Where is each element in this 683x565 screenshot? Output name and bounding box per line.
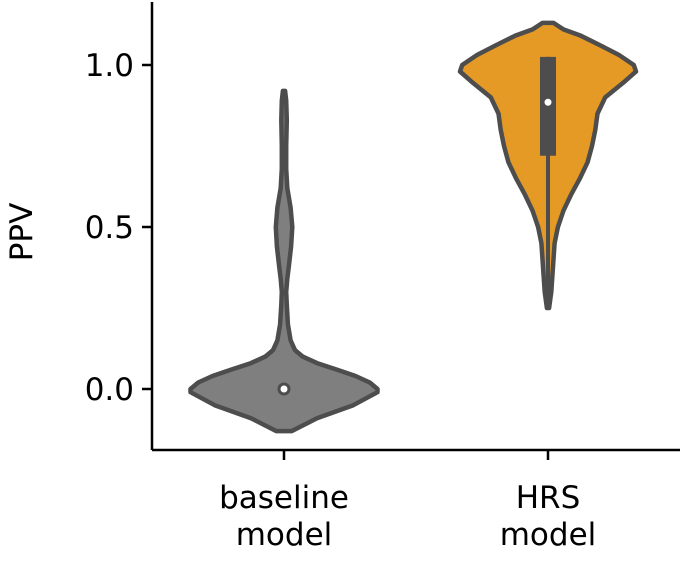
x-tick-label: model xyxy=(236,517,333,553)
violin-median-point xyxy=(541,95,555,109)
violin-median-point xyxy=(277,382,291,396)
x-tick-label: HRS xyxy=(516,480,581,516)
y-tick-label: 0.5 xyxy=(85,210,134,246)
y-ticks: 0.0 0.5 1.0 xyxy=(85,48,152,408)
violins-layer xyxy=(188,20,639,434)
x-tick-label: baseline xyxy=(219,480,349,516)
violin-0 xyxy=(188,88,380,434)
y-axis-title: PPV xyxy=(4,203,40,262)
y-tick-label: 0.0 xyxy=(85,372,134,408)
x-tick-label: model xyxy=(500,517,597,553)
y-tick-label: 1.0 xyxy=(85,48,134,84)
